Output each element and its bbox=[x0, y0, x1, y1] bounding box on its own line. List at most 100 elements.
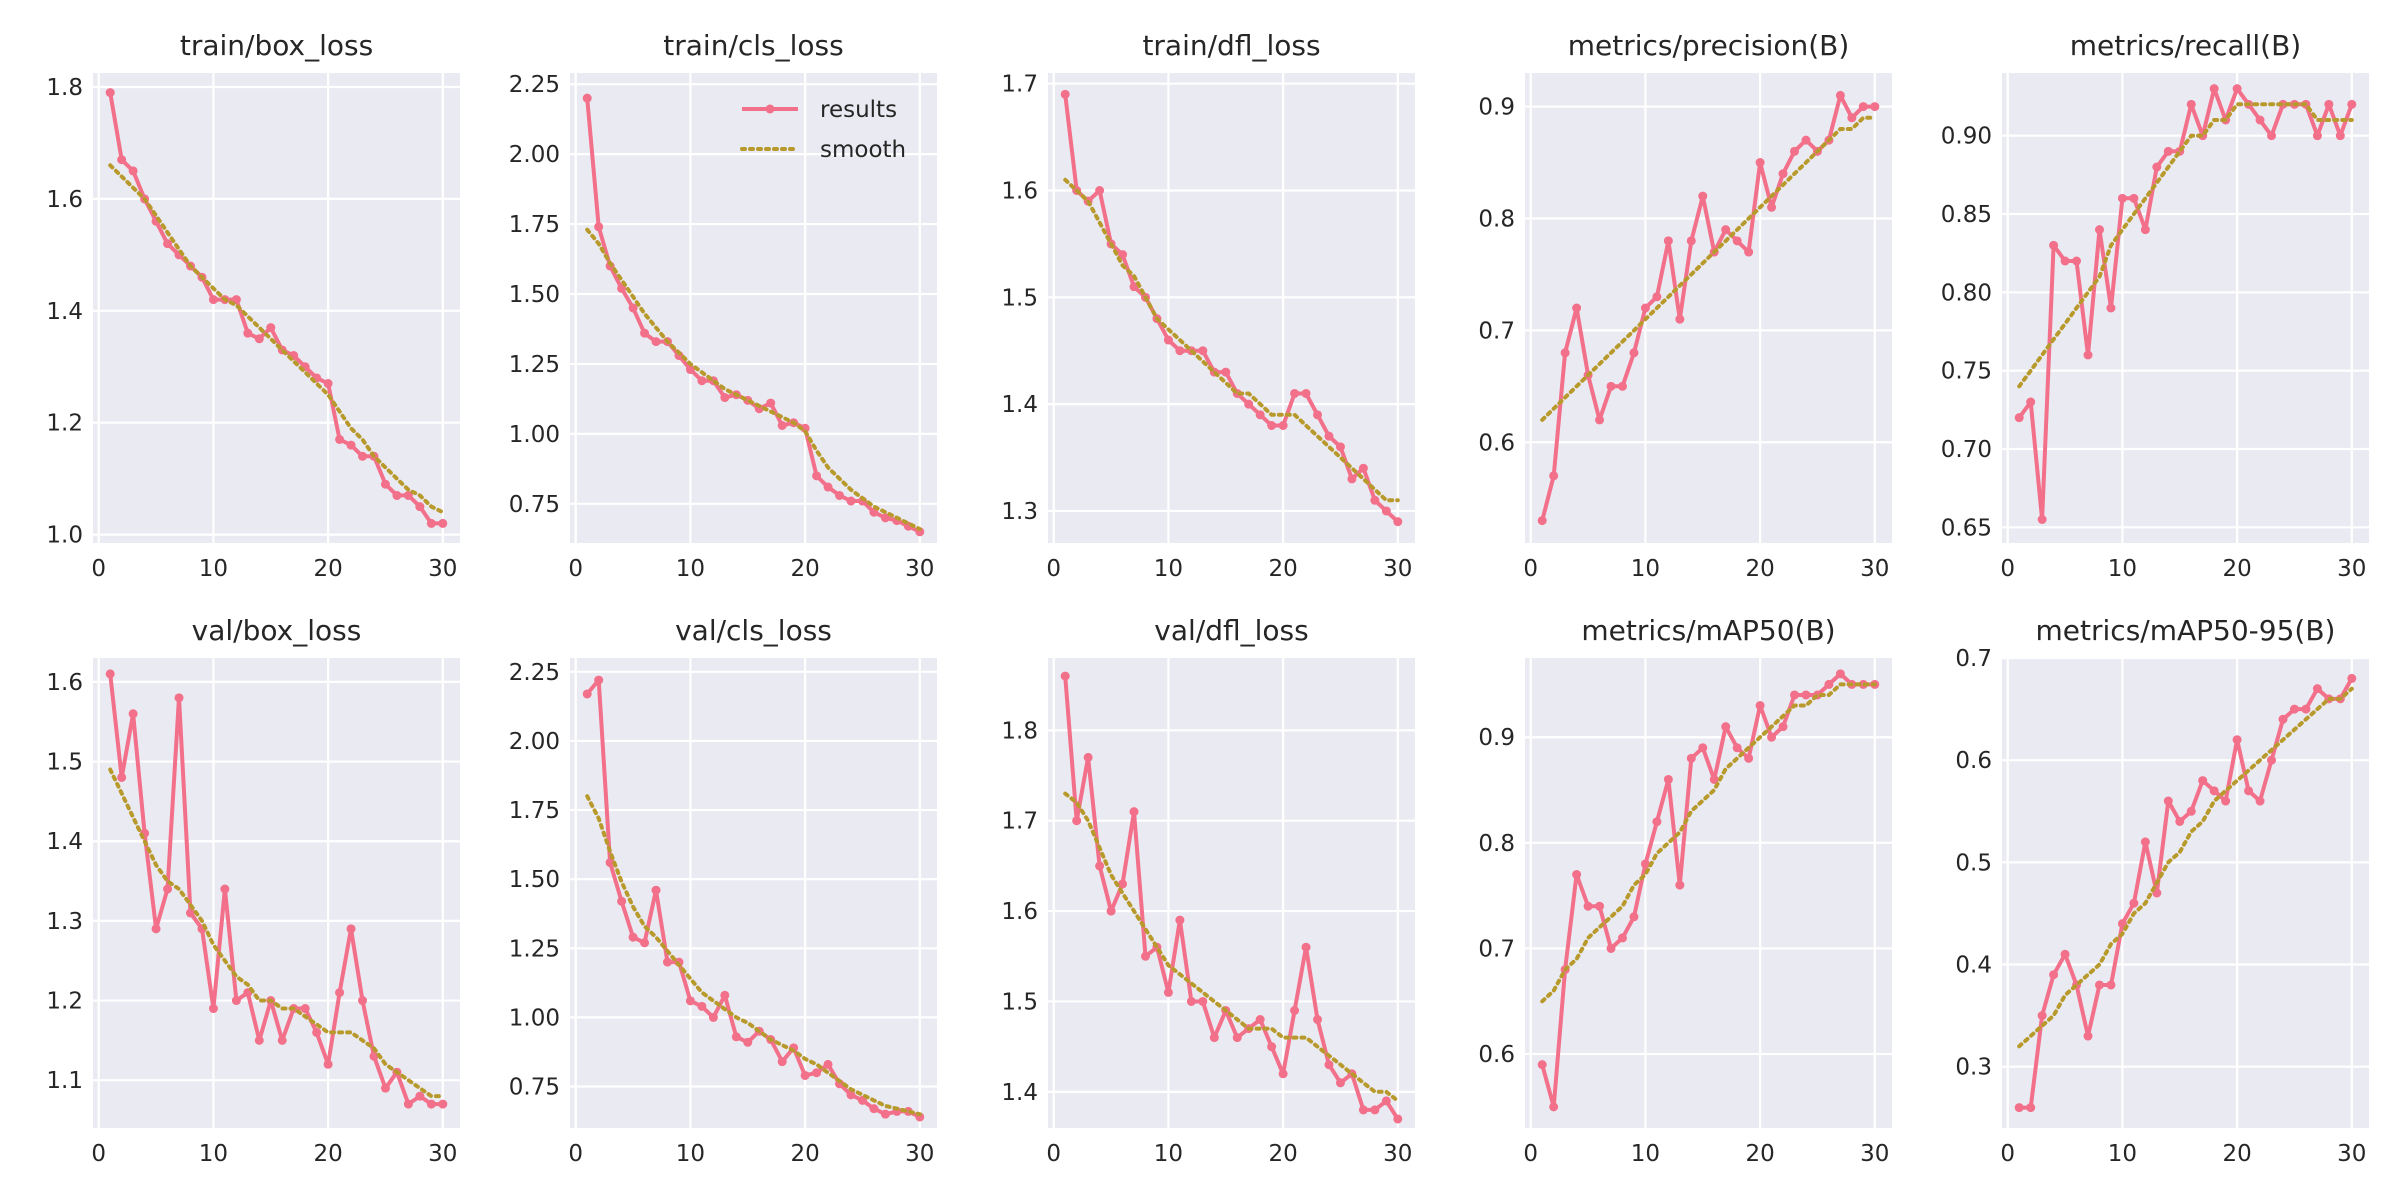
results-point bbox=[151, 924, 161, 934]
results-point bbox=[1595, 901, 1605, 911]
results-point bbox=[685, 996, 695, 1006]
results-point bbox=[208, 295, 218, 305]
panel-background bbox=[93, 73, 460, 543]
results-point bbox=[1824, 679, 1834, 689]
results-point bbox=[2186, 99, 2196, 109]
results-point bbox=[2347, 673, 2357, 683]
results-point bbox=[105, 669, 115, 679]
results-point bbox=[1698, 743, 1708, 753]
results-point bbox=[720, 990, 730, 1000]
results-point bbox=[1278, 1069, 1288, 1079]
results-point bbox=[1267, 1042, 1277, 1052]
results-point bbox=[266, 323, 276, 333]
panel-background bbox=[1525, 658, 1892, 1128]
plot-area bbox=[2014, 84, 2357, 524]
results-point bbox=[1629, 912, 1639, 922]
results-point bbox=[605, 858, 615, 868]
results-point bbox=[254, 1035, 264, 1045]
results-point bbox=[1744, 247, 1754, 257]
x-tick-label: 10 bbox=[1154, 1141, 1183, 1167]
results-point bbox=[2221, 796, 2231, 806]
results-point bbox=[220, 884, 230, 894]
results-point bbox=[426, 518, 436, 528]
results-point bbox=[208, 1004, 218, 1014]
results-point bbox=[1358, 1105, 1368, 1115]
panel-title: val/dfl_loss bbox=[1154, 614, 1308, 647]
results-point bbox=[1255, 1015, 1265, 1025]
x-tick-label: 30 bbox=[1383, 1141, 1412, 1167]
y-tick-label: 0.75 bbox=[509, 492, 560, 518]
x-tick-label: 0 bbox=[1046, 556, 1061, 582]
results-point bbox=[128, 166, 138, 176]
y-tick-label: 0.5 bbox=[1955, 850, 1992, 876]
panel-background bbox=[1525, 73, 1892, 543]
results-point bbox=[403, 1099, 413, 1109]
results-point bbox=[617, 896, 627, 906]
results-point bbox=[2209, 786, 2219, 796]
y-tick-label: 1.75 bbox=[509, 798, 560, 824]
results-point bbox=[1801, 135, 1811, 145]
y-tick-label: 0.7 bbox=[1478, 936, 1515, 962]
results-point bbox=[1617, 381, 1627, 391]
results-point bbox=[2198, 776, 2208, 786]
results-point bbox=[1060, 671, 1070, 681]
series-smooth-line bbox=[2017, 686, 2354, 1049]
results-point bbox=[685, 365, 695, 375]
results-point bbox=[2060, 256, 2070, 266]
results-point bbox=[2094, 980, 2104, 990]
results-point bbox=[1835, 669, 1845, 679]
plot-area bbox=[2014, 673, 2357, 1113]
results-point bbox=[1072, 816, 1082, 826]
results-point bbox=[2037, 515, 2047, 524]
results-point bbox=[2129, 898, 2139, 908]
series-smooth-line bbox=[1063, 177, 1400, 503]
results-point bbox=[1347, 474, 1357, 484]
results-point bbox=[1324, 431, 1334, 441]
results-point bbox=[1595, 415, 1605, 425]
results-point bbox=[1721, 722, 1731, 732]
y-tick-label: 0.6 bbox=[1478, 1042, 1515, 1068]
results-point bbox=[163, 884, 173, 894]
x-tick-label: 20 bbox=[1268, 1141, 1297, 1167]
x-tick-label: 20 bbox=[313, 556, 342, 582]
results-point bbox=[358, 996, 368, 1006]
y-tick-label: 1.50 bbox=[509, 282, 560, 308]
y-tick-label: 0.75 bbox=[1941, 359, 1992, 385]
y-tick-label: 1.4 bbox=[1001, 1080, 1038, 1106]
x-tick-label: 10 bbox=[1631, 1141, 1660, 1167]
results-point bbox=[117, 155, 127, 165]
results-point bbox=[1095, 186, 1105, 195]
results-point bbox=[438, 1099, 448, 1109]
panel-9: metrics/mAP50(B) 0 10 20 30 0.6 0.7 0.8 0.9 bbox=[1478, 614, 1892, 1167]
results-point bbox=[1335, 442, 1345, 452]
results-point bbox=[582, 93, 592, 103]
plot-area bbox=[582, 675, 925, 1122]
x-tick-label: 10 bbox=[676, 1141, 705, 1167]
results-point bbox=[846, 1090, 856, 1100]
results-point bbox=[2037, 1011, 2047, 1021]
panel-background bbox=[2002, 73, 2369, 543]
results-point bbox=[697, 376, 707, 386]
results-point bbox=[2140, 225, 2150, 235]
results-point bbox=[1617, 933, 1627, 943]
series-smooth-line bbox=[1540, 115, 1877, 422]
x-tick-label: 0 bbox=[1523, 556, 1538, 582]
results-point bbox=[1870, 102, 1880, 112]
results-point bbox=[2267, 755, 2277, 765]
results-point bbox=[1267, 421, 1277, 430]
results-point bbox=[1198, 996, 1208, 1006]
results-point bbox=[1744, 753, 1754, 763]
results-point bbox=[640, 938, 650, 948]
legend-smooth-label: smooth bbox=[820, 137, 906, 163]
series-smooth-line bbox=[108, 767, 445, 1099]
results-point bbox=[117, 772, 127, 782]
results-point bbox=[231, 996, 241, 1006]
y-tick-label: 1.00 bbox=[509, 422, 560, 448]
plot-area bbox=[1537, 669, 1880, 1112]
plot-area bbox=[1060, 671, 1403, 1124]
panel-background bbox=[1048, 658, 1415, 1128]
results-point bbox=[1652, 292, 1662, 302]
results-point bbox=[185, 908, 195, 918]
results-point bbox=[1175, 346, 1185, 356]
panel-2: train/cls_loss 0 10 20 30 0.75 1.00 1.25 1.50 1.7… bbox=[509, 29, 937, 582]
